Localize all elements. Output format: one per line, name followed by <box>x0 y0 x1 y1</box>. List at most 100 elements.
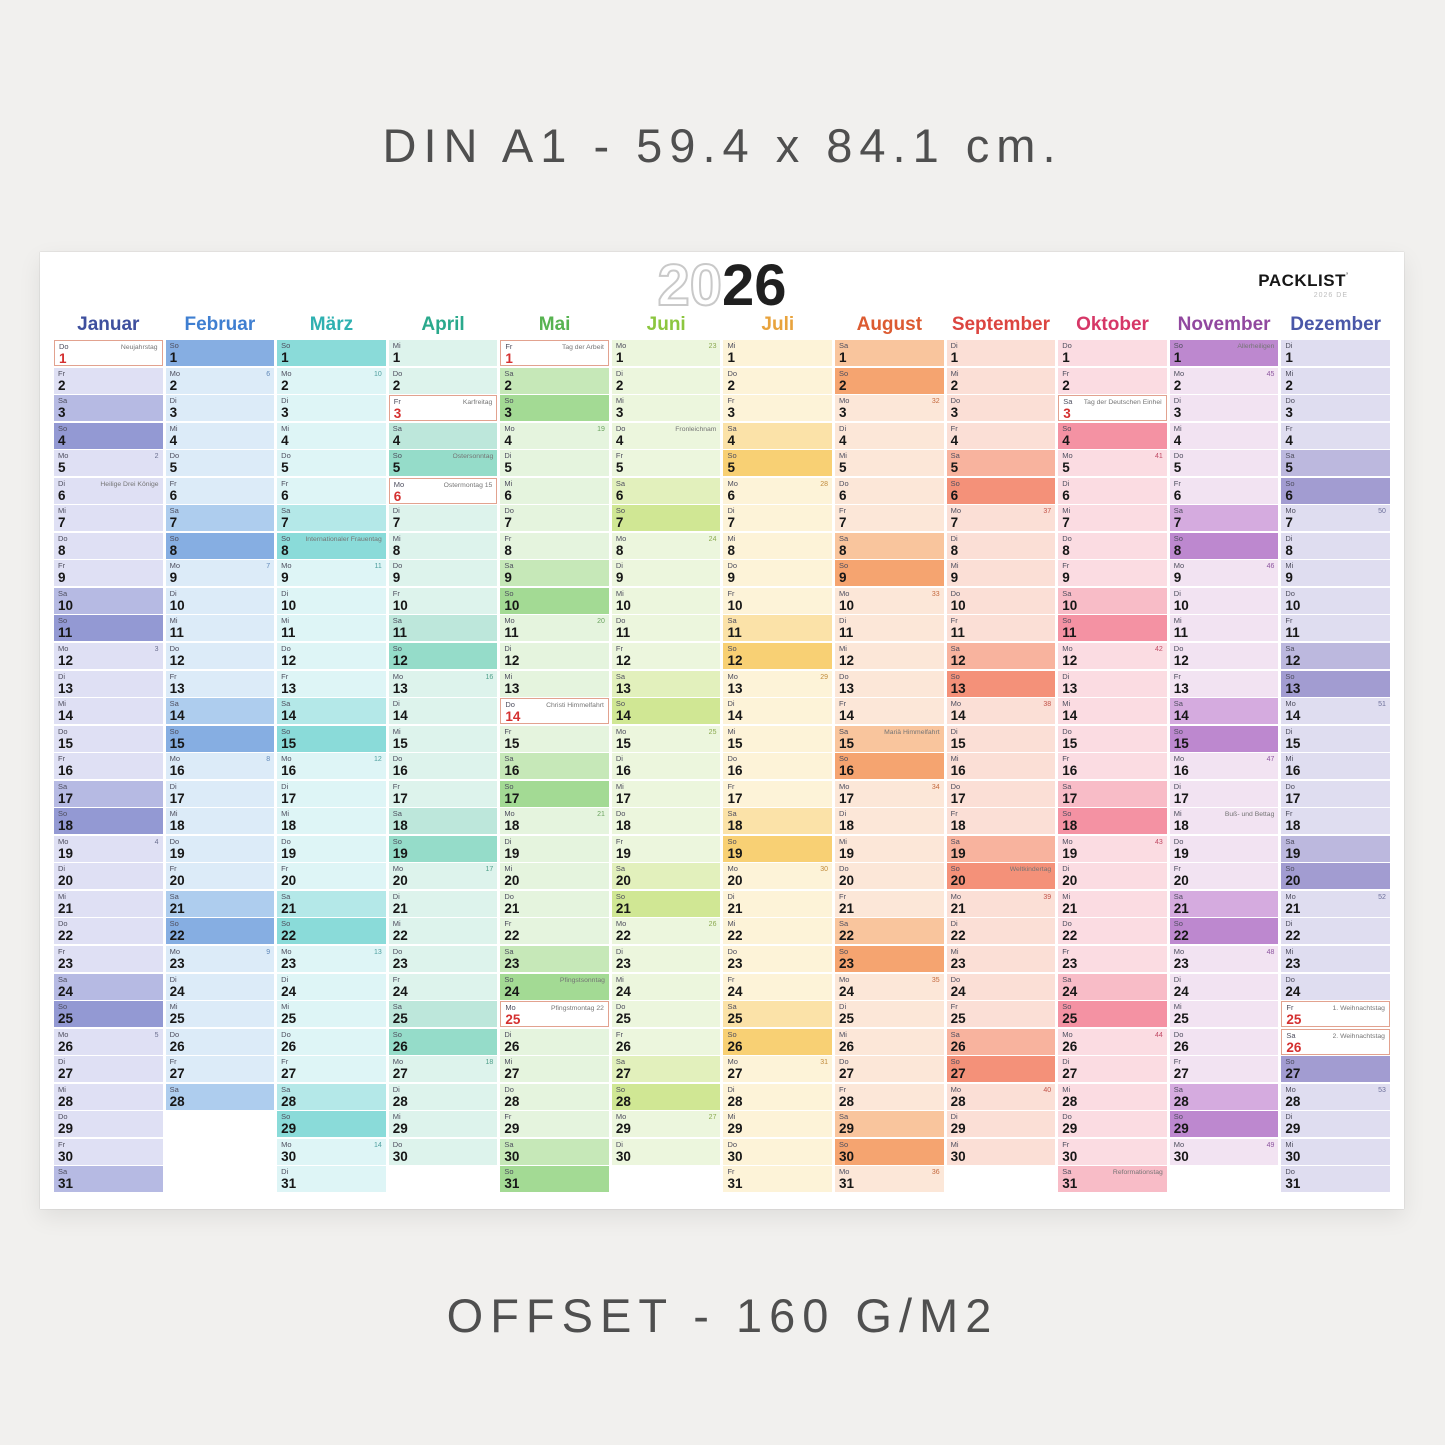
month-column-september: September Di 1 Mi 2 Do 3 Fr 4 Sa 5 So 6 Mo 7 37 Di 8 Mi 9 Do… <box>946 314 1056 1194</box>
day-cell: So 18 <box>54 808 163 835</box>
day-number: 18 <box>615 818 631 834</box>
day-number: 28 <box>504 1093 520 1109</box>
day-number: 8 <box>839 542 847 558</box>
day-cell: Sa 9 <box>500 560 609 587</box>
weekday-label: Mo <box>1285 699 1296 709</box>
day-cell: Sa 8 <box>835 532 944 559</box>
day-number: 29 <box>615 1121 631 1137</box>
day-number: 18 <box>727 818 743 834</box>
weekday-label: Mi <box>950 754 959 764</box>
day-number: 14 <box>1062 708 1078 724</box>
day-number: 14 <box>950 708 966 724</box>
day-number: 4 <box>58 432 66 448</box>
day-number: 11 <box>281 625 296 641</box>
weekday-label: So <box>615 1084 626 1094</box>
weekday-label: Do <box>281 644 291 654</box>
day-cell: Mo 14 38 <box>946 698 1056 725</box>
day-cell: So 19 <box>388 835 498 862</box>
weekday-label: Mo <box>392 671 404 681</box>
day-cell: So 20 <box>1281 863 1390 890</box>
day-cell: Mo 16 8 <box>165 753 275 780</box>
day-number: 12 <box>1285 653 1301 669</box>
day-cell: So 4 <box>54 422 163 449</box>
weekday-label: Mo <box>1062 1029 1073 1039</box>
paper-caption: OFFSET - 160 G/M2 <box>446 1289 999 1342</box>
day-number: 8 <box>615 542 624 558</box>
day-number: 11 <box>1285 625 1300 641</box>
month-column-oktober: Oktober Do 1 Fr 2 Sa 3 Tag der Deutschen Einhei… <box>1058 314 1167 1194</box>
week-number: 4 <box>154 838 159 846</box>
month-header: Februar <box>184 314 256 335</box>
month-header: Dezember <box>1290 314 1382 335</box>
day-number: 28 <box>281 1093 297 1109</box>
day-cell: Fr 20 <box>1169 863 1279 890</box>
day-cell: Fr 14 <box>835 698 944 725</box>
day-cell: Di 13 <box>54 670 163 697</box>
day-cell: Di 16 <box>611 753 721 780</box>
day-number: 2 <box>169 377 178 393</box>
weekday-label: Fr <box>281 1057 289 1067</box>
weekday-label: Mi <box>727 533 736 543</box>
day-number: 28 <box>950 1093 966 1109</box>
day-cell: Di 15 <box>1281 725 1390 752</box>
day-number: 30 <box>1062 1148 1078 1164</box>
day-cell: So 3 <box>500 395 609 422</box>
day-number: 18 <box>169 818 185 834</box>
weekday-label: Sa <box>392 616 402 626</box>
day-cell: Fr 13 <box>277 670 386 697</box>
day-cell: Mo 12 42 <box>1058 643 1167 670</box>
day-cell: Sa 1 <box>835 340 944 366</box>
weekday-label: Mo <box>1285 506 1296 516</box>
day-number: 8 <box>392 542 401 558</box>
week-number: 11 <box>374 563 382 571</box>
day-number: 1 <box>59 351 67 366</box>
day-number: 3 <box>615 405 624 421</box>
week-number: 50 <box>1378 508 1386 516</box>
day-cell: Fr 3 <box>723 395 833 422</box>
day-number: 22 <box>504 928 520 944</box>
day-number: 22 <box>58 928 74 944</box>
day-cell: Fr 1 Tag der Arbeit <box>500 340 609 366</box>
week-number: 16 <box>485 673 494 681</box>
weekday-label: So <box>1285 478 1295 488</box>
day-cell: Di 10 <box>277 587 386 614</box>
weekday-label: Di <box>1062 478 1070 488</box>
day-number: 7 <box>1173 515 1182 531</box>
weekday-label: Do <box>281 836 291 846</box>
weekday-label: Mi <box>281 809 290 819</box>
weekday-label: Do <box>505 700 515 710</box>
day-cell: Fr 13 <box>165 670 275 697</box>
weekday-label: Do <box>1062 533 1072 543</box>
day-number: 8 <box>727 542 735 558</box>
weekday-label: So <box>281 726 291 736</box>
weekday-label: Mo <box>839 396 850 406</box>
weekday-label: So <box>1285 1057 1295 1067</box>
weekday-label: Sa <box>839 533 849 543</box>
day-cell: So 25 <box>54 1001 163 1028</box>
weekday-label: So <box>1062 616 1072 626</box>
weekday-label: Di <box>950 533 958 543</box>
weekday-label: Mo <box>505 1003 516 1013</box>
weekday-label: Mi <box>58 699 66 709</box>
day-cell: So 15 <box>277 725 386 752</box>
weekday-label: Di <box>727 506 735 516</box>
weekday-label: So <box>950 671 960 681</box>
year-solid-part: 26 <box>722 253 787 318</box>
day-cell: Mi 16 <box>1281 753 1390 780</box>
week-number: 51 <box>1378 701 1386 709</box>
day-cell: Sa 7 <box>277 505 386 532</box>
day-cell: Mi 4 <box>1169 422 1279 449</box>
weekday-label: Mo <box>169 368 180 378</box>
day-number: 6 <box>169 487 178 503</box>
day-cell: Di 29 <box>946 1111 1056 1138</box>
weekday-label: Mo <box>1062 644 1073 654</box>
day-cell: Sa 22 <box>835 918 944 945</box>
day-number: 29 <box>504 1121 520 1137</box>
day-number: 17 <box>950 790 966 806</box>
weekday-label: Sa <box>281 506 291 516</box>
day-number: 9 <box>504 570 512 586</box>
day-cell: Do 31 <box>1281 1166 1390 1193</box>
weekday-label: Fr <box>504 919 512 929</box>
weekday-label: Mo <box>58 1029 69 1039</box>
day-number: 10 <box>58 597 74 613</box>
